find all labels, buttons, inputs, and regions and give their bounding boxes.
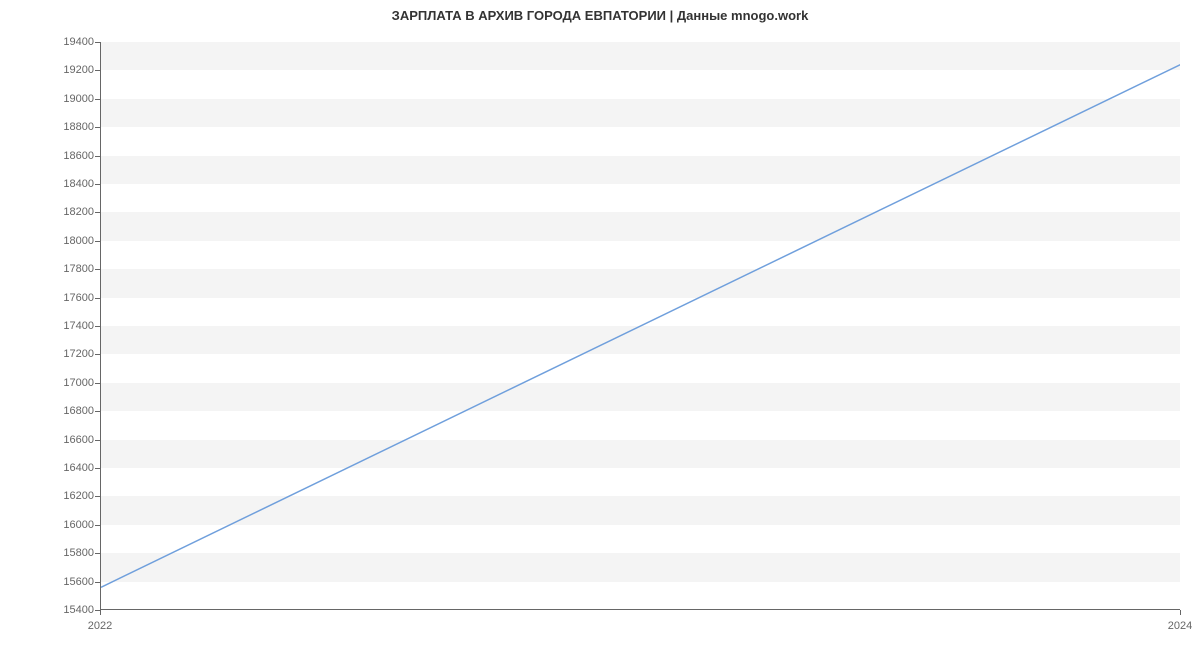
y-tick-mark xyxy=(95,99,100,100)
y-tick-label: 18600 xyxy=(63,150,94,162)
y-tick-label: 15400 xyxy=(63,604,94,616)
y-tick-label: 18400 xyxy=(63,178,94,190)
y-tick-mark xyxy=(95,553,100,554)
x-tick-label: 2024 xyxy=(1168,620,1192,632)
plot-inner xyxy=(100,42,1180,610)
y-tick-label: 17600 xyxy=(63,292,94,304)
y-tick-mark xyxy=(95,326,100,327)
y-tick-mark xyxy=(95,156,100,157)
y-tick-mark xyxy=(95,582,100,583)
y-tick-mark xyxy=(95,184,100,185)
y-tick-label: 17800 xyxy=(63,263,94,275)
y-tick-label: 18200 xyxy=(63,206,94,218)
y-tick-label: 15800 xyxy=(63,547,94,559)
x-tick-mark xyxy=(100,610,101,615)
y-tick-label: 18000 xyxy=(63,235,94,247)
x-tick-label: 2022 xyxy=(88,620,112,632)
y-tick-label: 16200 xyxy=(63,490,94,502)
y-tick-mark xyxy=(95,212,100,213)
y-tick-label: 17200 xyxy=(63,348,94,360)
y-tick-mark xyxy=(95,525,100,526)
y-tick-label: 16000 xyxy=(63,519,94,531)
chart-container: ЗАРПЛАТА В АРХИВ ГОРОДА ЕВПАТОРИИ | Данн… xyxy=(0,0,1200,650)
x-tick-mark xyxy=(1180,610,1181,615)
y-tick-label: 19400 xyxy=(63,36,94,48)
y-tick-mark xyxy=(95,241,100,242)
y-tick-mark xyxy=(95,440,100,441)
y-tick-label: 17400 xyxy=(63,320,94,332)
y-tick-mark xyxy=(95,298,100,299)
y-tick-mark xyxy=(95,468,100,469)
y-tick-mark xyxy=(95,496,100,497)
y-tick-mark xyxy=(95,383,100,384)
y-tick-label: 19000 xyxy=(63,93,94,105)
series-line xyxy=(101,42,1180,610)
y-tick-label: 17000 xyxy=(63,377,94,389)
y-tick-label: 15600 xyxy=(63,576,94,588)
y-tick-mark xyxy=(95,354,100,355)
y-tick-label: 19200 xyxy=(63,64,94,76)
y-tick-label: 16400 xyxy=(63,462,94,474)
y-tick-mark xyxy=(95,269,100,270)
y-tick-mark xyxy=(95,411,100,412)
y-tick-mark xyxy=(95,127,100,128)
plot-area: 1540015600158001600016200164001660016800… xyxy=(100,42,1180,610)
y-tick-mark xyxy=(95,70,100,71)
y-tick-label: 16800 xyxy=(63,405,94,417)
y-tick-mark xyxy=(95,42,100,43)
y-tick-label: 18800 xyxy=(63,121,94,133)
y-tick-label: 16600 xyxy=(63,434,94,446)
chart-title: ЗАРПЛАТА В АРХИВ ГОРОДА ЕВПАТОРИИ | Данн… xyxy=(0,8,1200,23)
